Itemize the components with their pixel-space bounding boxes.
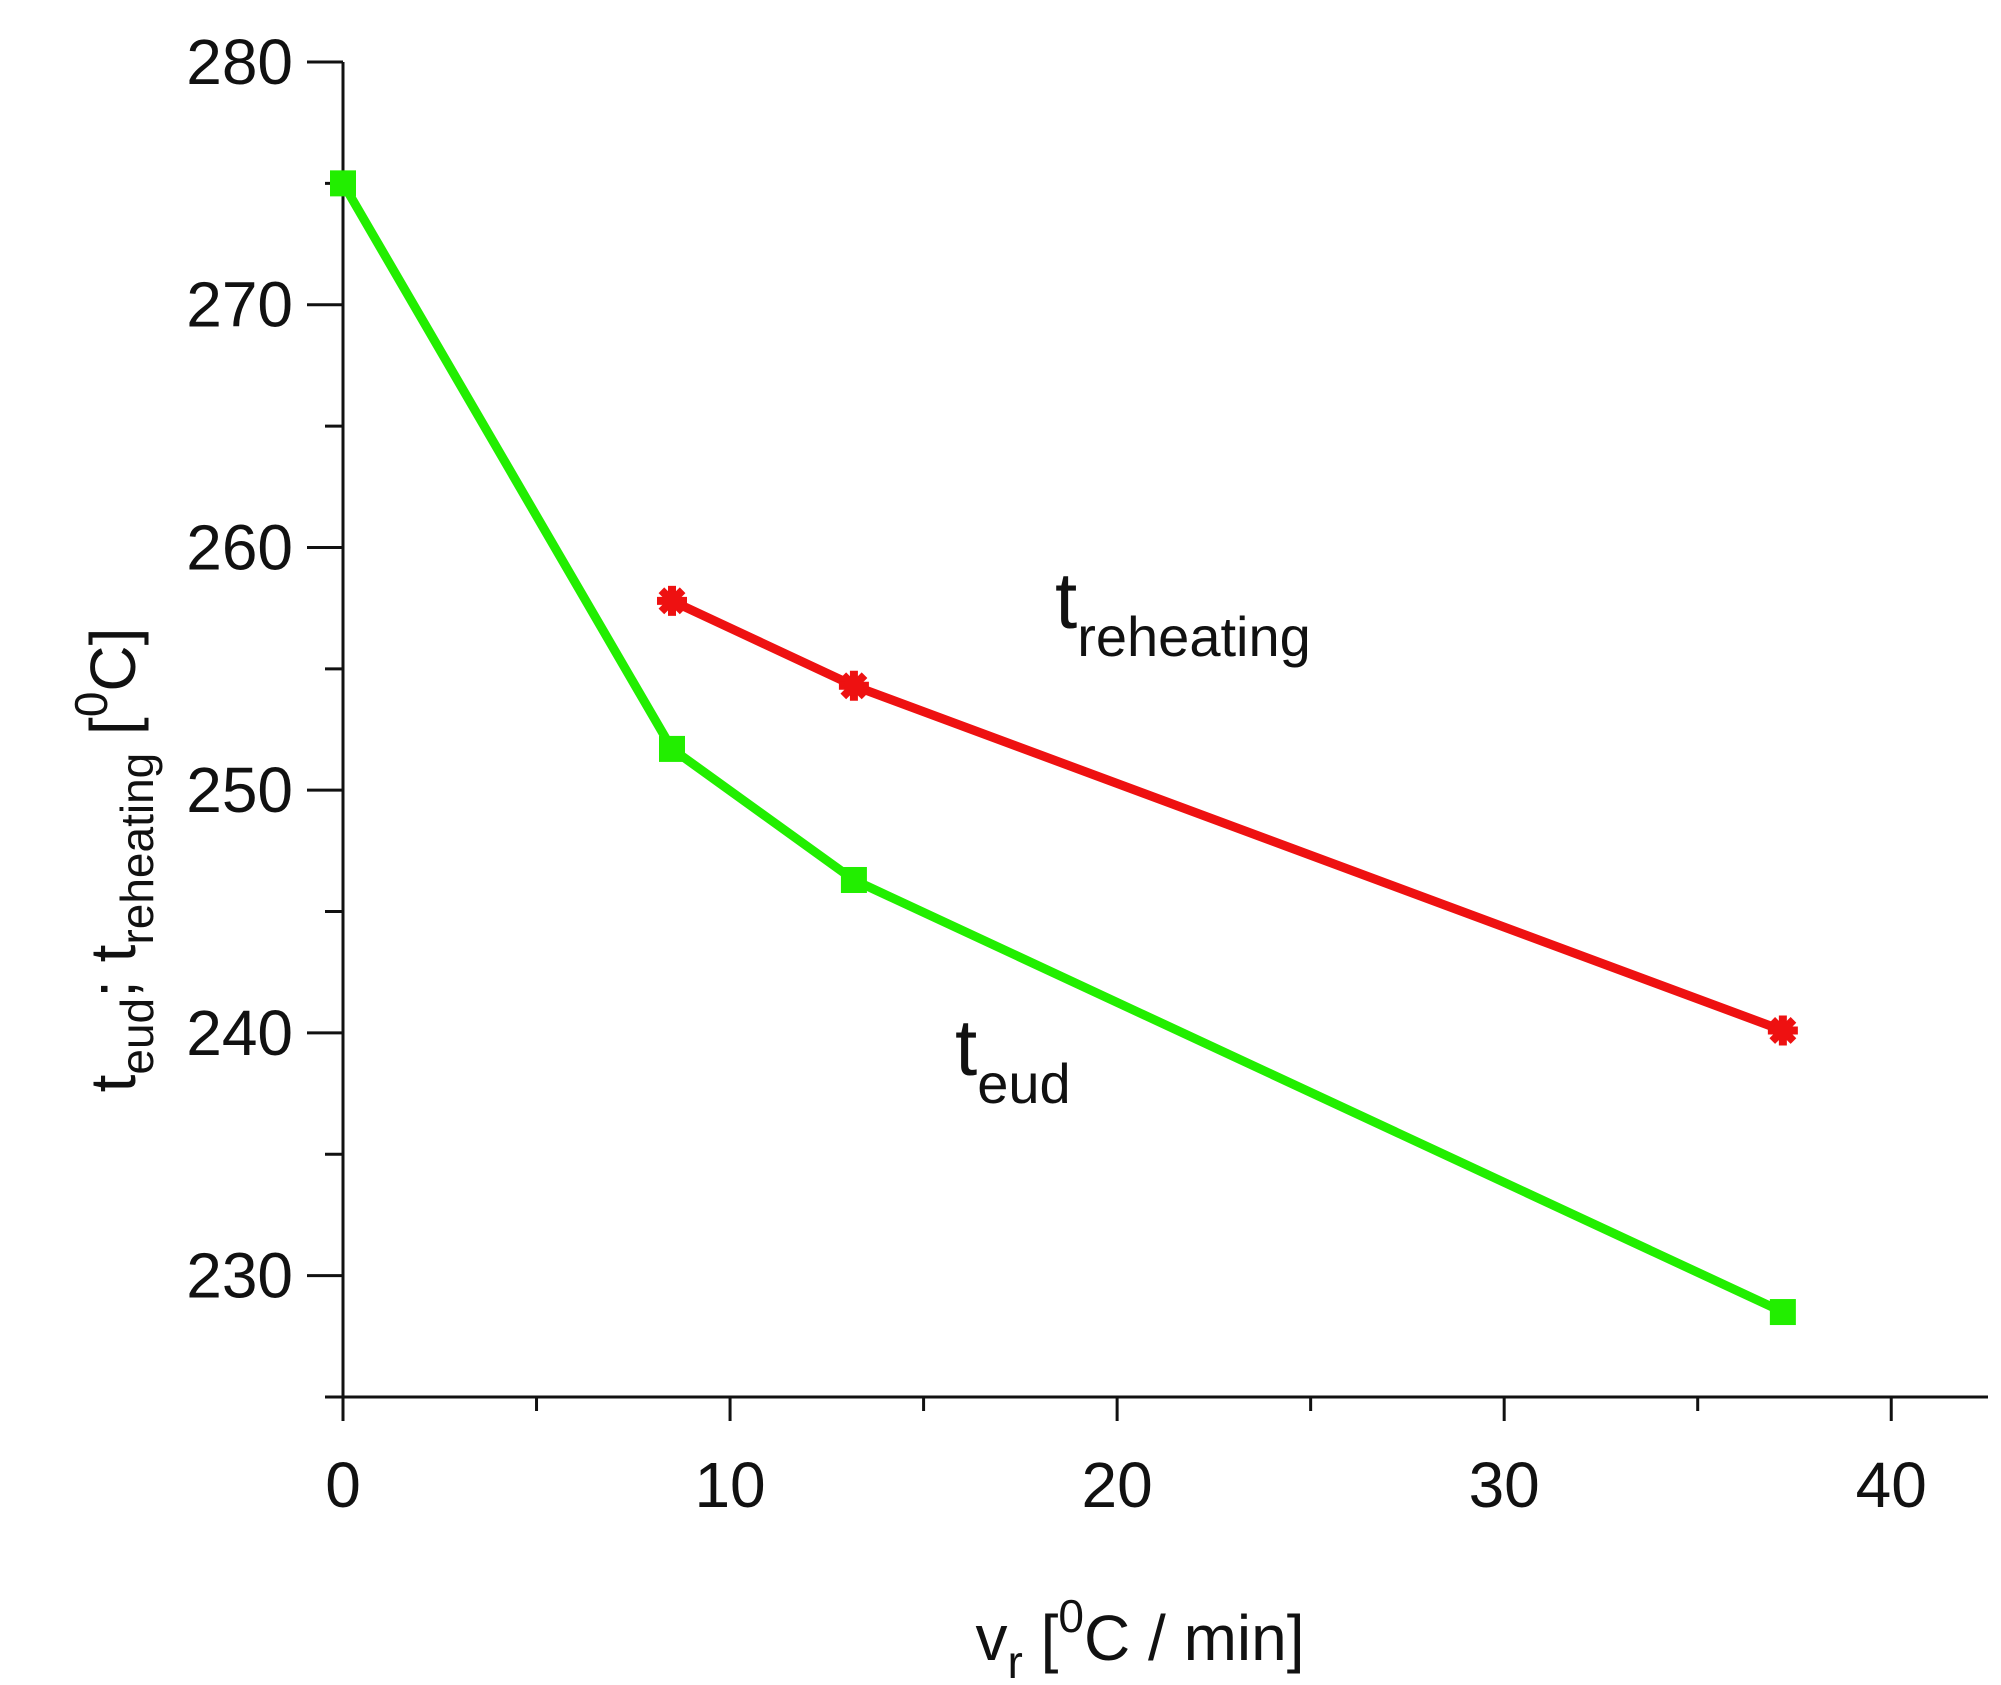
x-title-main: v <box>976 1602 1008 1674</box>
y-axis-title: teud; treheating [0C] <box>65 628 163 1093</box>
data-point-t_eud <box>840 866 867 893</box>
eud-label-sub: eud <box>977 1052 1070 1115</box>
y-title-t1: t <box>77 1074 149 1092</box>
x-tick-label: 10 <box>694 1449 765 1521</box>
data-point-t_eud <box>659 735 685 762</box>
x-tick-label: 40 <box>1856 1449 1927 1521</box>
y-title-sep: ; t <box>77 944 149 998</box>
x-title-open: [ <box>1023 1602 1059 1674</box>
y-title-rest: C] <box>77 628 149 692</box>
x-axis-title: vr [0C / min] <box>976 1590 1305 1685</box>
axes <box>341 62 1988 1399</box>
ticks: 230 240 250 260 270 280 0 10 20 30 40 <box>186 26 1927 1521</box>
x-title-sub: r <box>1008 1636 1023 1685</box>
y-tick-label: 240 <box>186 997 293 1069</box>
y-tick-label: 230 <box>186 1240 293 1312</box>
x-tick-label: 0 <box>325 1449 361 1521</box>
data-point-t_eud <box>1769 1299 1796 1326</box>
y-tick-label: 270 <box>186 269 293 341</box>
y-title-sub2: reheating <box>111 753 163 945</box>
star-marker-core <box>662 590 682 611</box>
y-tick-label: 250 <box>186 754 293 826</box>
y-title-sub1: eud <box>111 998 163 1075</box>
x-title-rest: C / min] <box>1084 1602 1304 1674</box>
y-title-open: [ <box>77 717 149 753</box>
data-point-t_reheating <box>1767 1015 1798 1046</box>
y-tick-label: 280 <box>186 26 293 98</box>
x-tick-label: 30 <box>1469 1449 1540 1521</box>
series-label-reheating: treheating <box>1055 556 1311 668</box>
series-label-eud: teud <box>955 1003 1071 1115</box>
star-marker-core <box>843 675 864 696</box>
y-title-sup: 0 <box>65 692 117 718</box>
reheating-label-sub: reheating <box>1077 605 1311 668</box>
star-marker-core <box>1772 1020 1793 1041</box>
y-tick-label: 260 <box>186 511 293 583</box>
series-layer <box>330 170 1798 1326</box>
data-point-t_reheating <box>838 670 869 701</box>
eud-label-main: t <box>955 1003 977 1092</box>
data-point-t_reheating <box>657 585 687 616</box>
series-line-t_eud <box>339 181 1785 1317</box>
data-point-t_eud <box>330 170 356 197</box>
x-tick-label: 20 <box>1082 1449 1153 1521</box>
reheating-label-main: t <box>1055 556 1077 645</box>
x-title-sup: 0 <box>1058 1590 1084 1642</box>
